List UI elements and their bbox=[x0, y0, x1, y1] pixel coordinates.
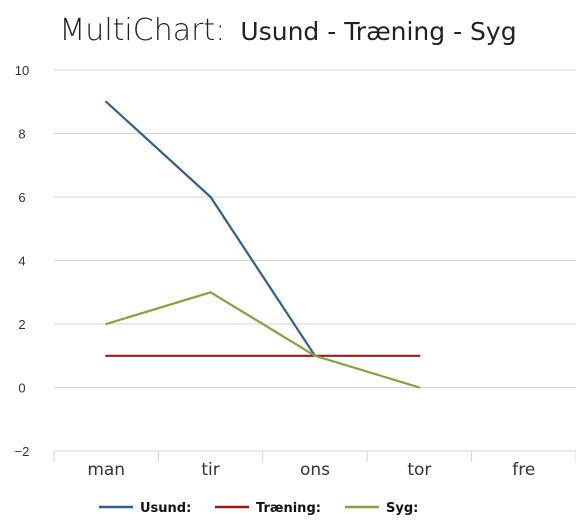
legend: Usund: Træning: Syg: bbox=[99, 501, 418, 516]
legend-item-2: Træning: bbox=[215, 501, 321, 516]
gridlines bbox=[54, 69, 576, 452]
series-line-3 bbox=[105, 291, 421, 389]
legend-label: Syg: bbox=[386, 501, 418, 516]
series-line-1 bbox=[105, 100, 317, 357]
legend-label: Træning: bbox=[256, 501, 321, 516]
legend-label: Usund: bbox=[140, 501, 191, 516]
x-tick-label-fre: fre bbox=[512, 460, 535, 480]
legend-item-3: Syg: bbox=[345, 501, 418, 516]
y-tick-label: 8 bbox=[18, 127, 25, 142]
x-tick-label-man: man bbox=[87, 460, 125, 480]
y-tick-label: 2 bbox=[18, 317, 25, 332]
y-axis-labels: 10 8 6 4 2 0 −2 bbox=[15, 63, 30, 459]
x-tick-label-tir: tir bbox=[201, 460, 219, 480]
y-tick-label: 0 bbox=[18, 381, 25, 396]
x-axis: man tir ons tor fre bbox=[53, 450, 576, 480]
chart-title-sub: Usund - Træning - Syg bbox=[240, 17, 516, 46]
x-tick-label-ons: ons bbox=[300, 460, 330, 480]
y-tick-label: 4 bbox=[18, 254, 25, 269]
chart-title-main: MultiChart: bbox=[59, 13, 225, 48]
legend-item-1: Usund: bbox=[99, 501, 191, 516]
y-tick-label: 10 bbox=[15, 63, 29, 78]
y-tick-label: −2 bbox=[15, 444, 30, 459]
x-tick-label-tor: tor bbox=[407, 460, 431, 480]
y-tick-label: 6 bbox=[18, 190, 25, 205]
series-lines bbox=[105, 100, 421, 389]
chart-title: MultiChart: Usund - Træning - Syg bbox=[59, 13, 516, 48]
